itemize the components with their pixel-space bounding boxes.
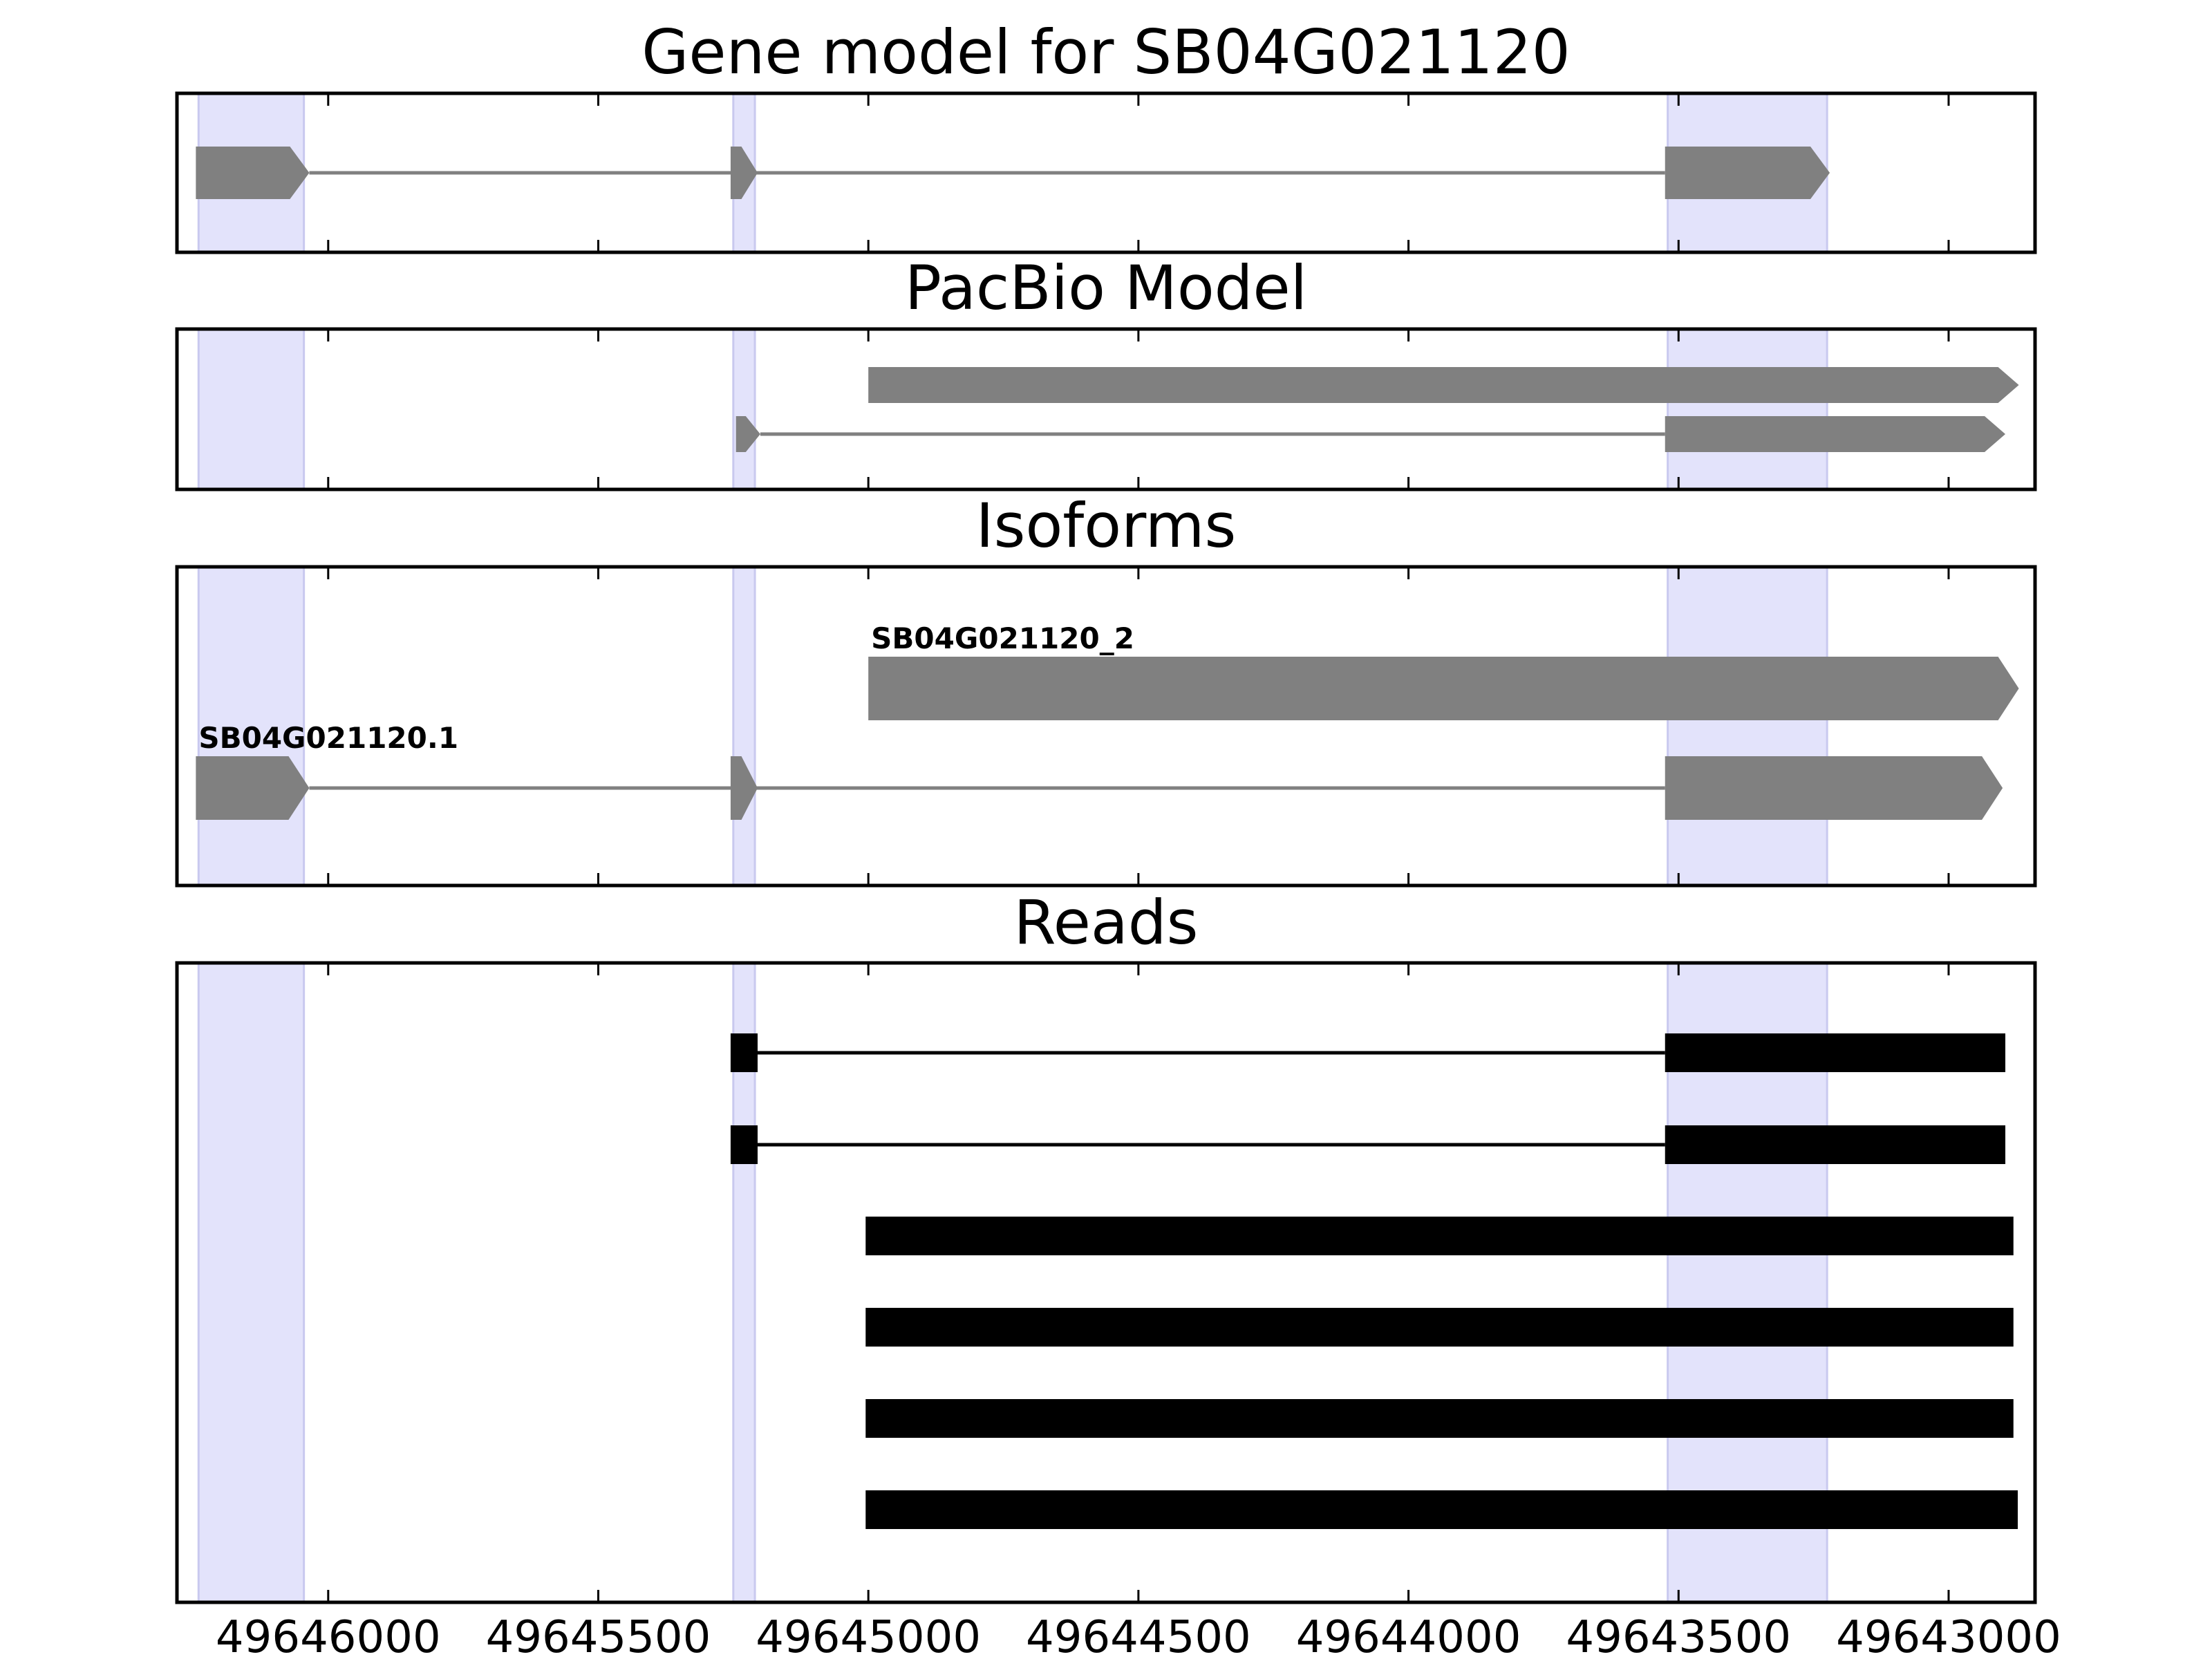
exon-highlight-band [732, 328, 756, 491]
panel-1 [175, 327, 2037, 491]
exon-arrow [868, 657, 2019, 720]
exon-highlight-band [197, 328, 306, 491]
panel-2: SB04G021120_2 SB04G021120.1 [175, 565, 2037, 888]
read-block [865, 1308, 2014, 1347]
isoform-label: SB04G021120_2 [871, 621, 1134, 655]
exon-arrow [730, 147, 758, 199]
exon-arrow [196, 756, 310, 820]
panel-3 [175, 961, 2037, 1604]
x-tick-label: 49645000 [756, 1612, 981, 1659]
read-block [730, 1125, 758, 1164]
exon-arrow [1665, 147, 1830, 199]
exon-arrow [1665, 416, 2006, 452]
panel-title-reads: Reads [1014, 887, 1199, 958]
exon-highlight-band [1667, 328, 1828, 491]
read-block [865, 1217, 2014, 1255]
panel-0 [175, 91, 2037, 254]
exon-arrow [868, 367, 2019, 403]
x-tick-label: 49646000 [216, 1612, 441, 1659]
x-tick-label: 49643500 [1566, 1612, 1791, 1659]
x-tick-label: 49643000 [1836, 1612, 2061, 1659]
read-block [865, 1399, 2014, 1438]
panel-frame [175, 327, 2037, 491]
panel-frame [175, 961, 2037, 1604]
x-tick-label: 49645500 [486, 1612, 711, 1659]
exon-highlight-band [732, 565, 756, 887]
x-tick-label: 49644500 [1026, 1612, 1251, 1659]
read-block [730, 1033, 758, 1072]
panel-title-isoforms: Isoforms [976, 490, 1237, 561]
panel-title-gene-model: Gene model for SB04G021120 [641, 17, 1571, 88]
read-block [865, 1490, 2018, 1529]
exon-arrow [1665, 756, 2003, 820]
exon-highlight-band [197, 962, 306, 1604]
panel-frame [175, 565, 2037, 888]
read-block [1665, 1125, 2006, 1164]
exon-arrow [196, 147, 310, 199]
isoform-label: SB04G021120.1 [198, 721, 458, 755]
exon-arrow [730, 756, 758, 820]
plot-layer: SB04G021120_2 SB04G021120.1 49646000 496455… [175, 91, 2061, 1659]
read-block [1665, 1033, 2006, 1072]
x-tick-label: 49644000 [1296, 1612, 1521, 1659]
exon-highlight-band [1667, 565, 1828, 887]
panel-frame [175, 91, 2037, 254]
panel-title-pacbio-model: PacBio Model [905, 252, 1307, 324]
exon-arrow [735, 416, 760, 452]
